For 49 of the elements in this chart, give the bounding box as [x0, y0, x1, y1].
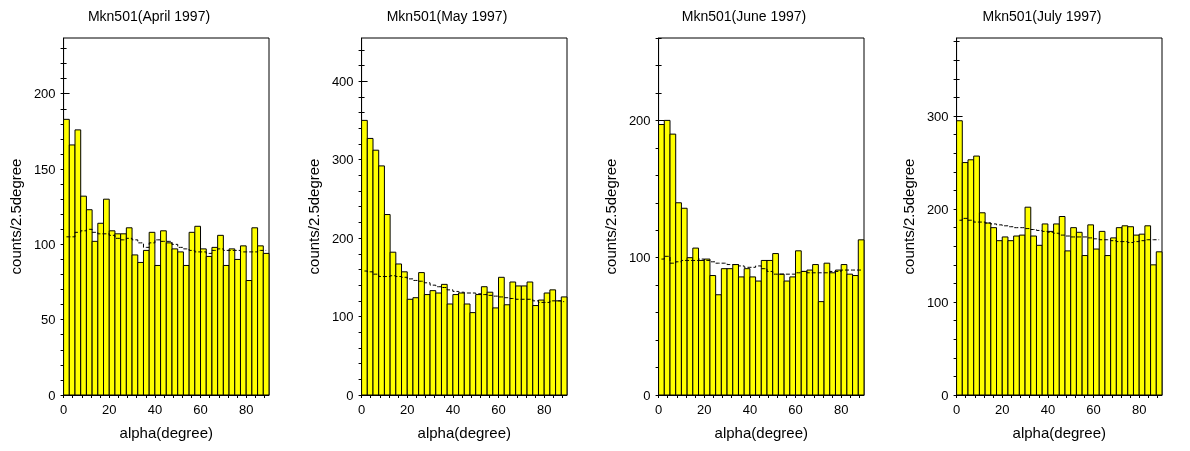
x-axis-title: alpha(degree) — [714, 424, 808, 441]
x-tick-label: 80 — [238, 402, 254, 417]
x-axis-title: alpha(degree) — [1012, 424, 1106, 441]
x-tick-label: 40 — [147, 402, 163, 417]
y-axis-title: counts/2.5degree — [899, 158, 917, 275]
y-tick-label: 200 — [33, 86, 56, 102]
x-tick-label: 60 — [1085, 402, 1101, 417]
x-axis-title: alpha(degree) — [119, 424, 213, 441]
y-axis-title: counts/2.5degree — [7, 158, 24, 275]
x-tick-label: 20 — [994, 402, 1009, 417]
x-tick-label: 60 — [193, 402, 208, 417]
y-tick-label: 200 — [926, 201, 949, 217]
y-tick-label: 300 — [331, 152, 354, 168]
x-tick-label: 0 — [952, 402, 960, 417]
x-tick-label: 40 — [445, 402, 460, 417]
y-tick-label: 200 — [628, 112, 651, 128]
y-tick-label: 0 — [643, 387, 651, 403]
chart-title: Mkn501(April 1997) — [87, 8, 211, 24]
y-tick-label: 100 — [926, 294, 949, 310]
x-tick-label: 20 — [399, 402, 414, 417]
x-tick-label: 0 — [59, 402, 68, 417]
chart-title: Mkn501(July 1997) — [981, 8, 1102, 24]
x-tick-label: 80 — [536, 402, 551, 417]
x-tick-label: 20 — [697, 402, 712, 417]
x-tick-label: 0 — [357, 402, 365, 417]
y-tick-label: 100 — [628, 250, 651, 266]
x-axis-title: alpha(degree) — [417, 424, 511, 441]
chart-title: Mkn501(May 1997) — [386, 8, 507, 24]
x-tick-label: 60 — [788, 402, 803, 417]
y-tick-label: 0 — [48, 387, 56, 403]
x-tick-label: 60 — [490, 402, 506, 417]
x-tick-label: 80 — [1131, 402, 1146, 417]
y-tick-label: 0 — [345, 387, 354, 403]
y-tick-label: 200 — [331, 230, 354, 246]
x-tick-label: 20 — [102, 402, 117, 417]
y-tick-label: 50 — [41, 312, 56, 328]
y-tick-label: 0 — [940, 387, 949, 403]
x-tick-label: 40 — [742, 402, 758, 417]
y-tick-label: 100 — [331, 309, 354, 325]
chart-title: Mkn501(June 1997) — [681, 8, 807, 24]
y-axis-title: counts/2.5degree — [304, 158, 322, 275]
x-tick-label: 40 — [1040, 402, 1055, 417]
x-tick-label: 0 — [654, 402, 663, 417]
y-tick-label: 400 — [331, 73, 354, 89]
y-axis-title: counts/2.5degree — [602, 158, 619, 275]
x-tick-label: 80 — [833, 402, 849, 417]
y-tick-label: 300 — [926, 108, 949, 124]
y-tick-label: 100 — [33, 236, 56, 252]
y-tick-label: 150 — [33, 161, 56, 177]
